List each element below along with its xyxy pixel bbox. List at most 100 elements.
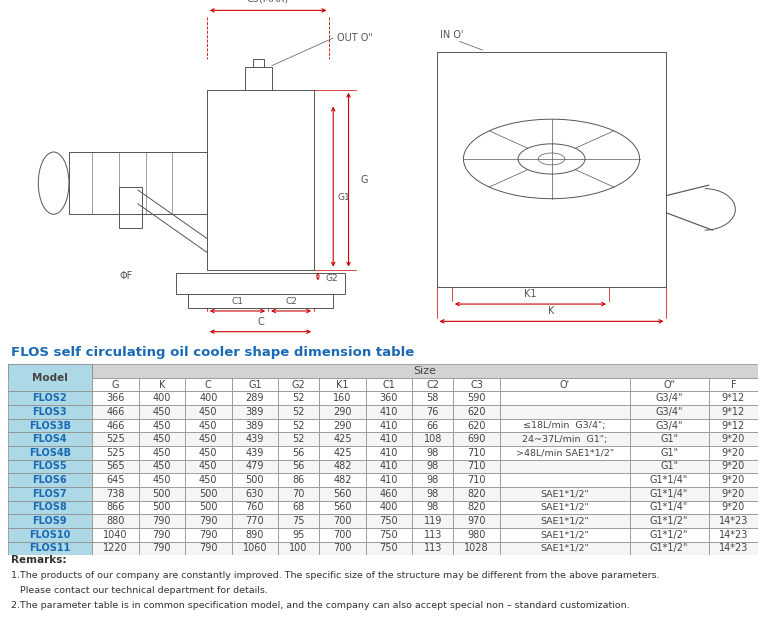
Bar [365, 515, 412, 528]
Text: 400: 400 [152, 393, 171, 403]
Bar [319, 391, 365, 405]
Text: 500: 500 [152, 489, 171, 499]
Bar [500, 433, 630, 446]
Bar [319, 515, 365, 528]
Bar [278, 515, 319, 528]
Text: ≤18L/min  G3/4";: ≤18L/min G3/4"; [523, 421, 606, 430]
Text: FLOS self circulating oil cooler shape dimension table: FLOS self circulating oil cooler shape d… [11, 346, 414, 359]
Bar [500, 542, 630, 555]
Text: Model: Model [32, 373, 67, 383]
Bar [319, 419, 365, 433]
Bar [253, 59, 264, 67]
Text: FLOS2: FLOS2 [32, 393, 67, 403]
Text: 410: 410 [380, 421, 398, 431]
Bar [365, 433, 412, 446]
Bar [453, 542, 500, 555]
Bar [630, 391, 709, 405]
Bar [8, 473, 92, 487]
Bar [139, 378, 185, 391]
Text: 98: 98 [427, 489, 439, 499]
Bar [453, 378, 500, 391]
Text: 2.The parameter table is in common specification model, and the company can also: 2.The parameter table is in common speci… [11, 601, 630, 610]
Bar [185, 515, 231, 528]
Text: 750: 750 [380, 544, 398, 553]
Bar [231, 542, 278, 555]
Text: 86: 86 [293, 475, 305, 485]
Bar [709, 405, 758, 419]
Text: C: C [205, 379, 211, 389]
Text: 760: 760 [246, 502, 264, 513]
Text: 113: 113 [424, 544, 442, 553]
Bar [231, 405, 278, 419]
Bar [412, 528, 453, 542]
Bar [453, 446, 500, 460]
Bar [319, 500, 365, 515]
Text: 525: 525 [106, 448, 125, 458]
Text: 460: 460 [380, 489, 398, 499]
Bar [630, 446, 709, 460]
Text: 645: 645 [106, 475, 125, 485]
Text: 880: 880 [106, 516, 124, 526]
Text: 9*12: 9*12 [722, 393, 745, 403]
Text: 710: 710 [467, 448, 486, 458]
Text: FLOS11: FLOS11 [29, 544, 70, 553]
Text: 410: 410 [380, 475, 398, 485]
Bar [365, 419, 412, 433]
Bar [709, 542, 758, 555]
Text: 290: 290 [333, 421, 352, 431]
Text: 389: 389 [246, 407, 264, 417]
Text: 710: 710 [467, 475, 486, 485]
Text: 9*20: 9*20 [722, 434, 745, 444]
Text: Remarks:: Remarks: [11, 555, 67, 565]
Bar [231, 419, 278, 433]
Text: 790: 790 [199, 544, 218, 553]
Bar [630, 433, 709, 446]
Text: 450: 450 [152, 475, 171, 485]
Text: 890: 890 [246, 530, 264, 540]
Text: 482: 482 [333, 462, 352, 471]
Bar [453, 391, 500, 405]
Bar [8, 500, 92, 515]
Bar [412, 487, 453, 500]
Bar [278, 405, 319, 419]
Text: FLOS10: FLOS10 [29, 530, 70, 540]
Text: 790: 790 [199, 530, 218, 540]
Text: G1": G1" [660, 462, 678, 471]
Bar [92, 473, 139, 487]
Text: 9*12: 9*12 [722, 421, 745, 431]
Text: 1060: 1060 [243, 544, 267, 553]
Bar [365, 378, 412, 391]
Bar [365, 473, 412, 487]
Bar [412, 433, 453, 446]
Bar [709, 460, 758, 473]
Bar [709, 487, 758, 500]
Bar [500, 446, 630, 460]
Text: G2: G2 [292, 379, 306, 389]
Bar [319, 487, 365, 500]
Bar [709, 391, 758, 405]
Text: 24~37L/min  G1";: 24~37L/min G1"; [522, 434, 607, 444]
Bar [500, 378, 630, 391]
Text: 790: 790 [199, 516, 218, 526]
Text: 620: 620 [467, 407, 486, 417]
Text: 750: 750 [380, 516, 398, 526]
Bar [185, 446, 231, 460]
Text: 439: 439 [246, 448, 264, 458]
Text: 52: 52 [293, 421, 305, 431]
Bar [231, 528, 278, 542]
Bar [630, 473, 709, 487]
Text: G3/4": G3/4" [656, 421, 683, 431]
Text: FLOS4: FLOS4 [32, 434, 67, 444]
Bar [453, 515, 500, 528]
Bar [176, 273, 345, 294]
Bar [231, 391, 278, 405]
Bar [709, 433, 758, 446]
Text: 410: 410 [380, 407, 398, 417]
Bar [319, 460, 365, 473]
Bar [453, 473, 500, 487]
Text: 75: 75 [293, 516, 305, 526]
Text: 560: 560 [333, 502, 352, 513]
Text: 500: 500 [152, 502, 171, 513]
Bar [500, 405, 630, 419]
Bar [412, 500, 453, 515]
